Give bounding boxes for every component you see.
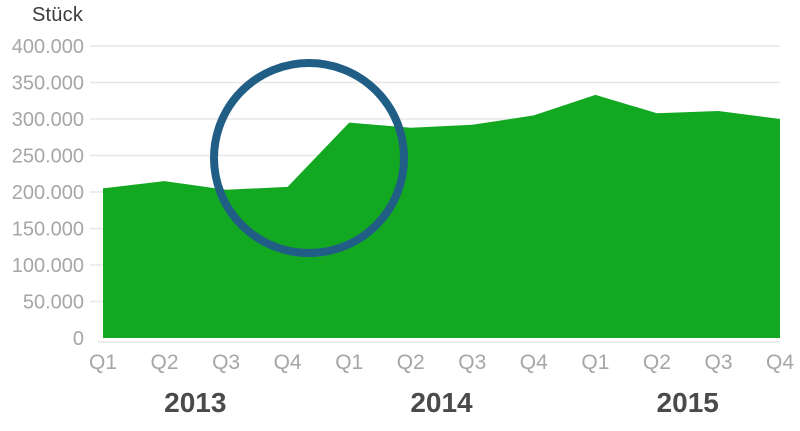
y-tick-label: 250.000 — [12, 146, 84, 168]
y-tick-label: 350.000 — [12, 73, 84, 95]
highlight-circle-annotation — [210, 59, 408, 257]
y-tick-label: 50.000 — [23, 292, 84, 314]
y-tick-label: 300.000 — [12, 109, 84, 131]
x-tick-label-quarter: Q3 — [212, 351, 240, 374]
x-tick-label-quarter: Q3 — [704, 351, 732, 374]
data-area-series — [103, 94, 780, 339]
x-tick-label-quarter: Q2 — [397, 351, 425, 374]
y-tick-label: 100.000 — [12, 255, 84, 277]
x-tick-label-quarter: Q2 — [150, 351, 178, 374]
x-tick-label-quarter: Q1 — [89, 351, 117, 374]
x-group-label-year: 2013 — [164, 387, 226, 418]
y-tick-label: 0 — [73, 328, 84, 350]
x-tick-label-quarter: Q1 — [335, 351, 363, 374]
x-tick-label-quarter: Q3 — [458, 351, 486, 374]
y-axis-unit-label: Stück — [32, 4, 84, 26]
x-group-label-year: 2015 — [657, 387, 719, 418]
x-tick-label-quarter: Q4 — [274, 351, 302, 374]
x-tick-label-quarter: Q2 — [643, 351, 671, 374]
y-tick-label: 400.000 — [12, 36, 84, 58]
y-tick-label: 200.000 — [12, 182, 84, 204]
x-tick-label-quarter: Q4 — [766, 351, 794, 374]
y-tick-label: 150.000 — [12, 219, 84, 241]
x-tick-label-quarter: Q4 — [520, 351, 548, 374]
x-group-label-year: 2014 — [410, 387, 473, 418]
x-tick-label-quarter: Q1 — [581, 351, 609, 374]
